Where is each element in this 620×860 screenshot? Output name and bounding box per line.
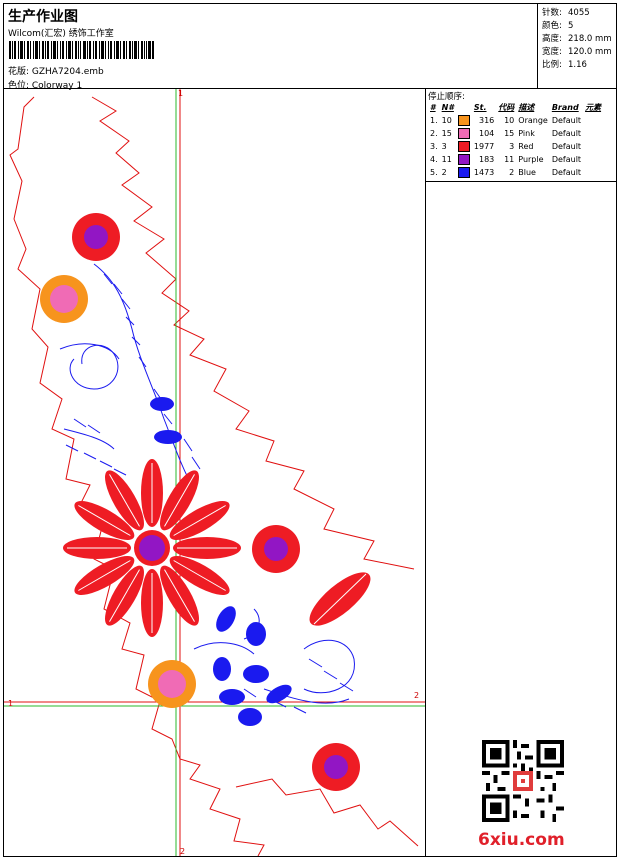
col-stitches: St. (473, 103, 487, 112)
row-n: 11 (441, 155, 452, 164)
red-leaf-vein (313, 573, 367, 625)
row-description: Red (518, 142, 534, 151)
row-stitches: 1473 (473, 168, 495, 177)
orange-flower-1 (40, 275, 88, 323)
row-stitches: 183 (478, 155, 495, 164)
row-code: 10 (504, 116, 515, 125)
row-index: 3. (430, 142, 438, 151)
row-element (583, 153, 603, 166)
stop-sequence-title: 停止顺序: (428, 92, 465, 102)
row-stitches: 1977 (473, 142, 495, 151)
row-index: 5. (430, 168, 438, 177)
row-element (583, 127, 603, 140)
outline-outer (9, 96, 265, 856)
row-index: 2. (430, 129, 438, 138)
sheet-frame (3, 3, 617, 857)
row-stitches: 316 (478, 116, 495, 125)
vine-strokes (59, 263, 355, 704)
col-brand: Brand (551, 103, 579, 112)
row-code: 15 (504, 129, 515, 138)
table-row: 1. 10 316 10 Orange Default (428, 114, 603, 127)
axis-label-top: 1 (178, 89, 184, 98)
row-description: Orange (518, 116, 548, 125)
header-info: 生产作业图 Wilcom(汇宏) 绣饰工作室 花版: GZHA7204.emb … (4, 4, 538, 91)
color-swatch (456, 114, 472, 127)
qr-code-icon (482, 740, 564, 822)
colorway-label: 色位: Colorway 1 (8, 81, 83, 91)
row-brand: Default (551, 155, 582, 164)
row-element (583, 166, 603, 179)
small-flower-1 (72, 213, 120, 261)
stop-sequence-panel: 停止顺序: # N# St. 代码 描述 Brand 元素 1. 10 316 … (426, 89, 616, 856)
stat-stitches: 针数: 4055 (542, 8, 590, 18)
row-brand: Default (551, 168, 582, 177)
blue-leaves (150, 397, 292, 726)
outline-bottom (235, 778, 419, 847)
axis-label-bottom: 2 (180, 847, 186, 856)
row-n: 3 (441, 142, 447, 151)
row-code: 11 (504, 155, 515, 164)
axis-label-left: 1 (8, 699, 14, 708)
stat-width: 宽度: 120.0 mm (542, 47, 612, 57)
stop-sequence-table: # N# St. 代码 描述 Brand 元素 1. 10 316 10 Ora… (428, 101, 603, 179)
barcode-icon (9, 41, 154, 59)
col-description: 描述 (518, 103, 535, 112)
row-description: Purple (518, 155, 544, 164)
row-element (583, 114, 603, 127)
outline-left (91, 96, 415, 570)
embroidery-preview (4, 89, 425, 856)
row-element (583, 140, 603, 153)
row-brand: Default (551, 116, 582, 125)
row-n: 2 (441, 168, 447, 177)
small-flower-2 (252, 525, 300, 573)
big-daisy (63, 459, 241, 637)
page-title: 生产作业图 (8, 9, 78, 25)
row-brand: Default (551, 142, 582, 151)
row-n: 10 (441, 116, 452, 125)
color-swatch (456, 140, 472, 153)
row-index: 1. (430, 116, 438, 125)
design-filename: 花版: GZHA7204.emb (8, 67, 104, 77)
row-code: 3 (509, 142, 515, 151)
row-description: Pink (518, 129, 535, 138)
small-flower-3 (312, 743, 360, 791)
company-subtitle: Wilcom(汇宏) 绣饰工作室 (8, 29, 114, 39)
header-divider (4, 88, 616, 89)
color-swatch (456, 166, 472, 179)
stat-colors: 颜色: 5 (542, 21, 574, 31)
table-row: 3. 3 1977 3 Red Default (428, 140, 603, 153)
stat-scale: 比例: 1.16 (542, 60, 587, 70)
design-canvas: 1 2 1 2 (4, 89, 426, 856)
col-element: 元素 (585, 103, 602, 112)
row-brand: Default (551, 129, 582, 138)
col-code: 代码 (498, 103, 515, 112)
color-swatch (456, 127, 472, 140)
row-n: 15 (441, 129, 452, 138)
table-row: 4. 11 183 11 Purple Default (428, 153, 603, 166)
col-swatch (456, 101, 472, 114)
color-swatch (456, 153, 472, 166)
row-index: 4. (430, 155, 438, 164)
site-watermark: 6xiu.com (478, 830, 565, 850)
stats-panel: 针数: 4055 颜色: 5 高度: 218.0 mm 宽度: 120.0 mm 比例:… (540, 4, 616, 88)
table-row: 2. 15 104 15 Pink Default (428, 127, 603, 140)
row-stitches: 104 (478, 129, 495, 138)
panel-divider (426, 181, 616, 182)
row-code: 2 (509, 168, 515, 177)
table-row: 5. 2 1473 2 Blue Default (428, 166, 603, 179)
axis-label-right: 2 (414, 691, 420, 700)
table-header-row: # N# St. 代码 描述 Brand 元素 (428, 101, 603, 114)
row-description: Blue (518, 168, 536, 177)
col-n: N# (441, 103, 454, 112)
col-index: # (430, 103, 436, 112)
stat-height: 高度: 218.0 mm (542, 34, 612, 44)
orange-flower-2 (148, 660, 196, 708)
